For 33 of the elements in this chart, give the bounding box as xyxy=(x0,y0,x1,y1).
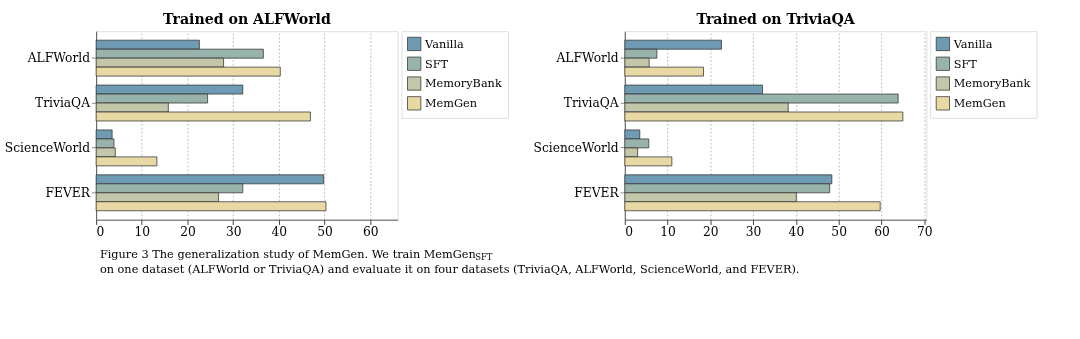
x-tick-label: 10 xyxy=(660,225,676,240)
y-tick-label: ScienceWorld xyxy=(4,140,91,155)
legend-label: MemoryBank xyxy=(953,77,1031,91)
x-tick-label: 70 xyxy=(916,225,933,240)
x-tick-label: 60 xyxy=(362,225,379,240)
x-tick-label: 40 xyxy=(271,225,288,240)
x-tick-label: 10 xyxy=(134,225,151,240)
x-tick-label: 30 xyxy=(745,225,762,240)
y-tick-label: TriviaQA xyxy=(563,95,619,110)
legend-label: SFT xyxy=(953,57,978,71)
y-tick-label: TriviaQA xyxy=(35,95,91,110)
legend-label: MemGen xyxy=(953,97,1006,111)
legend-label: Vanilla xyxy=(424,37,464,51)
legend-label: Vanilla xyxy=(952,37,993,51)
legend-label: MemoryBank xyxy=(425,77,502,91)
legend-label: SFT xyxy=(425,57,449,71)
y-tick-label: ALFWorld xyxy=(555,50,619,65)
x-tick-label: 50 xyxy=(831,225,847,240)
x-tick-label: 20 xyxy=(703,225,719,240)
legend-label: MemGen xyxy=(425,97,477,111)
x-tick-label: 60 xyxy=(874,225,890,240)
y-tick-label: ALFWorld xyxy=(26,50,91,65)
chart-title: Trained on ALFWorld xyxy=(162,11,331,28)
y-tick-label: FEVER xyxy=(45,185,91,200)
x-tick-label: 30 xyxy=(225,225,242,240)
x-tick-label: 0 xyxy=(625,225,634,240)
chart-title: Trained on TriviaQA xyxy=(696,11,856,28)
y-tick-label: ScienceWorld xyxy=(533,140,619,155)
x-tick-label: 40 xyxy=(788,225,805,240)
y-tick-label: FEVER xyxy=(574,185,620,200)
x-tick-label: 50 xyxy=(317,225,333,240)
x-tick-label: 0 xyxy=(96,225,105,240)
x-tick-label: 20 xyxy=(180,225,196,240)
